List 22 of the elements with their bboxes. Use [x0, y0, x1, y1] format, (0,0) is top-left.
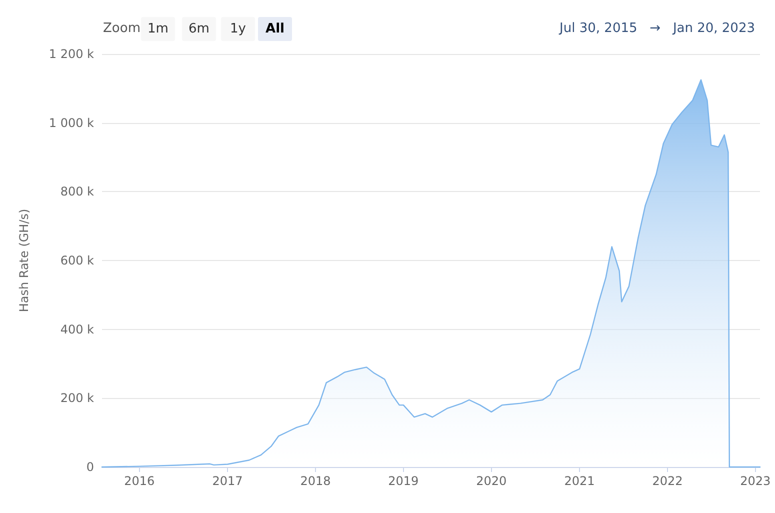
x-tick-label: 2019	[388, 474, 419, 488]
y-tick-label: 1 200 k	[48, 47, 94, 61]
text: 1y	[230, 22, 246, 36]
x-tick-label: 2018	[300, 474, 331, 488]
y-tick-label: 600 k	[60, 254, 94, 268]
text: 6m	[188, 22, 210, 36]
x-tick-label: 2016	[124, 474, 155, 488]
x-tick-label: 2020	[476, 474, 507, 488]
x-tick-label: 2021	[564, 474, 595, 488]
x-tick-label: 2017	[212, 474, 243, 488]
x-tick-label: 2022	[652, 474, 683, 488]
text: Jul 30, 2015 → Jan 20, 2023	[560, 21, 756, 36]
y-axis-title: Hash Rate (GH/s)	[17, 208, 31, 312]
text: Zoom	[103, 21, 140, 36]
y-tick-label: 800 k	[60, 184, 94, 199]
y-tick-label: 200 k	[60, 391, 94, 406]
text: 1m	[148, 22, 168, 36]
text: All	[266, 22, 284, 36]
y-tick-label: 400 k	[60, 322, 94, 336]
x-tick-label: 2023	[740, 474, 771, 488]
y-tick-label: 1 000 k	[48, 116, 94, 130]
y-tick-label: 0	[86, 460, 94, 474]
